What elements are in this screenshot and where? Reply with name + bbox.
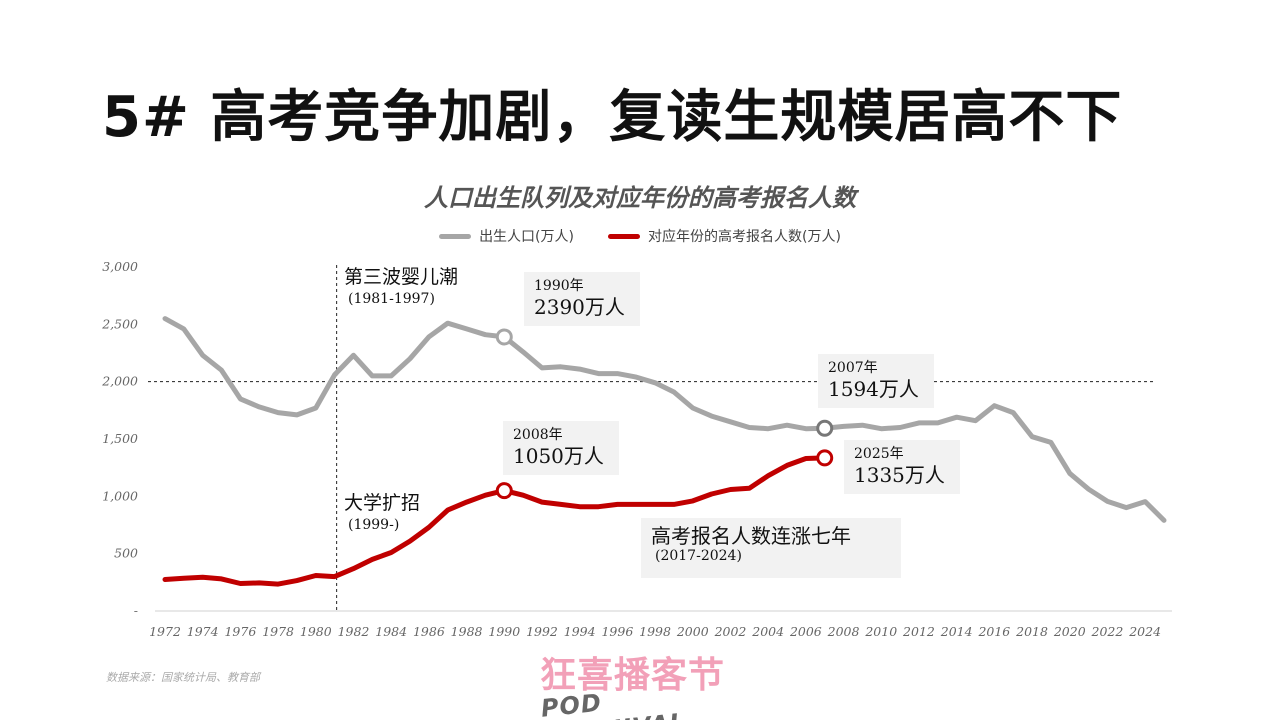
series-line-applicants	[162, 455, 828, 587]
callout-2008-applicants: 2008年 1050万人	[503, 421, 619, 475]
legend-swatch-applicants	[608, 233, 640, 239]
x-tick-label: 2004	[751, 624, 784, 639]
x-tick-label: 1986	[413, 624, 445, 639]
note-rising-sub: (2017-2024)	[655, 548, 742, 564]
note-expansion-head: 大学扩招	[344, 492, 421, 514]
y-tick-label: 2,000	[101, 374, 138, 389]
x-tick-label: 2022	[1091, 624, 1124, 639]
x-tick-label: 1976	[224, 624, 256, 639]
callout-1990-births-year: 1990年	[534, 278, 584, 294]
y-tick-label: 2,500	[101, 316, 138, 331]
x-tick-label: 2018	[1015, 624, 1048, 639]
podcast-festival-logo: 狂喜播客节 POD KUANIVAL	[538, 646, 748, 720]
highlight-marker	[495, 328, 513, 346]
x-tick-label: 2002	[714, 624, 747, 639]
legend-item-applicants: 对应年份的高考报名人数(万人)	[608, 226, 841, 246]
x-tick-label: 2024	[1128, 624, 1161, 639]
series-line-births	[162, 316, 1167, 523]
note-expansion: 大学扩招 (1999-)	[344, 488, 420, 533]
slide-title: 5# 高考竞争加剧，复读生规模居高不下	[102, 85, 1123, 150]
note-baby-boom: 第三波婴儿潮 (1981-1997)	[344, 262, 458, 307]
callout-2025-applicants-value: 1335万人	[854, 462, 945, 487]
legend-swatch-births	[439, 233, 472, 239]
legend-label-applicants: 对应年份的高考报名人数(万人)	[648, 229, 841, 245]
x-tick-label: 1988	[451, 624, 483, 639]
x-tick-label: 1992	[526, 624, 558, 639]
note-expansion-sub: (1999-)	[348, 517, 400, 533]
x-tick-label: 1974	[187, 624, 219, 639]
note-rising-head: 高考报名人数连涨七年	[651, 524, 851, 548]
x-tick-label: 1996	[601, 624, 633, 639]
legend: 出生人口(万人) 对应年份的高考报名人数(万人)	[0, 226, 1280, 246]
callout-2025-applicants-year: 2025年	[854, 446, 904, 462]
y-tick-label: 500	[114, 546, 138, 561]
x-tick-label: 2008	[827, 624, 860, 639]
highlight-marker	[816, 419, 834, 437]
x-tick-label: 1978	[262, 624, 294, 639]
x-tick-label: 1990	[488, 624, 520, 639]
x-tick-label: 1980	[300, 624, 332, 639]
chart-title: 人口出生队列及对应年份的高考报名人数	[424, 183, 856, 212]
x-tick-label: 2010	[864, 624, 897, 639]
x-tick-label: 1982	[338, 624, 370, 639]
x-tick-label: 2016	[977, 624, 1010, 639]
note-baby-boom-sub: (1981-1997)	[348, 291, 435, 307]
x-tick-label: 2006	[789, 624, 822, 639]
logo-cn-text: 狂喜播客节	[540, 655, 726, 696]
x-tick-label: 1998	[639, 624, 671, 639]
x-tick-label: 1972	[149, 624, 181, 639]
callout-1990-births-value: 2390万人	[534, 294, 625, 319]
y-tick-label: 1,000	[102, 488, 138, 503]
callout-2008-applicants-year: 2008年	[513, 427, 563, 443]
legend-item-births: 出生人口(万人)	[439, 226, 574, 246]
x-tick-label: 2000	[676, 624, 709, 639]
x-tick-label: 2014	[940, 624, 973, 639]
callout-2007-births: 2007年 1594万人	[818, 354, 934, 408]
x-tick-label: 1984	[375, 624, 407, 639]
note-baby-boom-head: 第三波婴儿潮	[344, 266, 459, 288]
highlight-marker	[495, 482, 513, 500]
y-tick-label: -	[134, 603, 138, 618]
callout-2007-births-year: 2007年	[828, 360, 878, 376]
highlight-marker	[816, 449, 834, 467]
x-tick-label: 1994	[564, 624, 596, 639]
y-tick-label: 1,500	[102, 431, 138, 446]
note-rising: 高考报名人数连涨七年 (2017-2024)	[641, 518, 901, 578]
y-tick-label: 3,000	[102, 259, 138, 274]
callout-2025-applicants: 2025年 1335万人	[844, 440, 960, 494]
callout-1990-births: 1990年 2390万人	[524, 272, 640, 326]
x-tick-label: 2012	[902, 624, 935, 639]
callout-2007-births-value: 1594万人	[828, 376, 919, 401]
callout-2008-applicants-value: 1050万人	[513, 443, 604, 468]
x-tick-label: 2020	[1053, 624, 1086, 639]
source-note: 数据来源：国家统计局、教育部	[106, 671, 260, 684]
legend-label-births: 出生人口(万人)	[479, 229, 574, 245]
